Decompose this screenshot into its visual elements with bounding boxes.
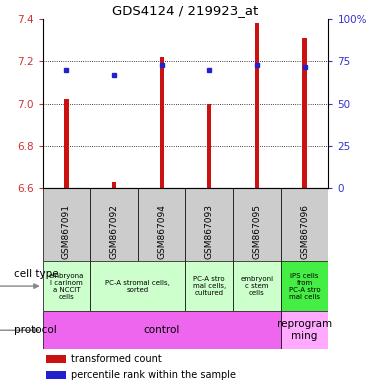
Text: embryona
l carinom
a NCCIT
cells: embryona l carinom a NCCIT cells — [49, 273, 84, 300]
Text: transformed count: transformed count — [71, 354, 162, 364]
Text: cell type: cell type — [14, 268, 59, 279]
Text: GSM867096: GSM867096 — [300, 204, 309, 259]
Bar — [255, 23, 259, 188]
Bar — [43, 311, 281, 349]
Bar — [90, 188, 138, 261]
Text: control: control — [144, 325, 180, 335]
Bar — [281, 188, 328, 261]
Bar — [46, 355, 66, 362]
Text: reprogram
ming: reprogram ming — [277, 319, 332, 341]
Bar — [233, 188, 281, 261]
Text: GSM867094: GSM867094 — [157, 204, 166, 259]
Text: GSM867093: GSM867093 — [205, 204, 214, 259]
Text: GSM867091: GSM867091 — [62, 204, 71, 259]
Bar — [46, 371, 66, 379]
Bar — [90, 261, 186, 311]
Bar — [207, 104, 211, 188]
Text: GSM867092: GSM867092 — [109, 204, 119, 259]
Bar — [112, 182, 116, 188]
Bar — [302, 38, 307, 188]
Text: percentile rank within the sample: percentile rank within the sample — [71, 370, 236, 380]
Text: PC-A stro
mal cells,
cultured: PC-A stro mal cells, cultured — [193, 276, 226, 296]
Bar — [186, 188, 233, 261]
Bar — [281, 311, 328, 349]
Bar — [43, 261, 90, 311]
Bar — [160, 57, 164, 188]
Text: GDS4124 / 219923_at: GDS4124 / 219923_at — [112, 4, 259, 17]
Text: PC-A stromal cells,
sorted: PC-A stromal cells, sorted — [105, 280, 170, 293]
Text: iPS cells
from
PC-A stro
mal cells: iPS cells from PC-A stro mal cells — [289, 273, 320, 300]
Text: protocol: protocol — [14, 325, 57, 335]
Bar — [233, 261, 281, 311]
Bar — [186, 261, 233, 311]
Bar — [138, 188, 186, 261]
Text: embryoni
c stem
cells: embryoni c stem cells — [240, 276, 273, 296]
Text: GSM867095: GSM867095 — [252, 204, 262, 259]
Bar — [64, 99, 69, 188]
Bar — [281, 261, 328, 311]
Bar — [43, 188, 90, 261]
